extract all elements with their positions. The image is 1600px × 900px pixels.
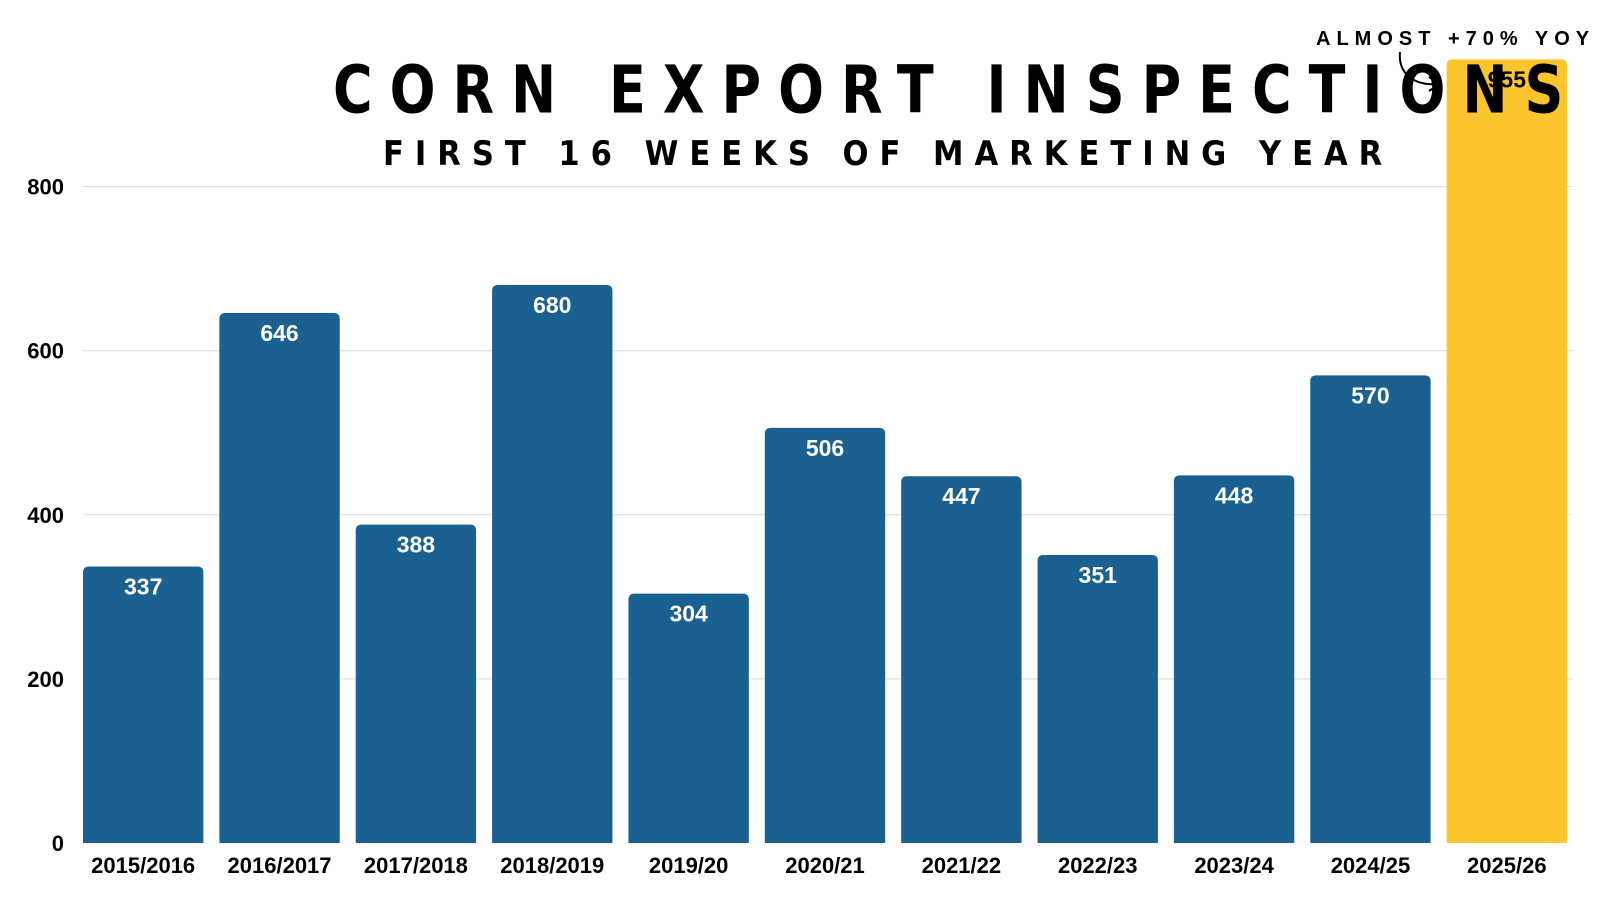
value-label: 448 — [1215, 482, 1254, 508]
chart-subtitle: FIRST 16 WEEKS OF MARKETING YEAR — [383, 134, 1394, 174]
x-tick-label: 2018/2019 — [500, 853, 604, 878]
bar-2017-2018 — [355, 524, 477, 843]
bar-2021-22 — [901, 476, 1022, 843]
annotation-arrow — [1398, 51, 1442, 92]
value-label: 506 — [806, 435, 844, 461]
yoy-annotation: ALMOST +70% YOY — [1316, 28, 1596, 50]
y-axis-ticks: 0 200 400 600 800 — [27, 175, 64, 856]
x-tick-label: 2019/20 — [649, 853, 729, 878]
y-tick-label: 0 — [52, 831, 64, 856]
x-tick-label: 2022/23 — [1058, 853, 1138, 878]
x-tick-label: 2020/21 — [785, 853, 865, 878]
x-tick-label: 2016/2017 — [228, 853, 332, 878]
x-axis-labels: 2015/2016 2016/2017 2017/2018 2018/2019 2019… — [91, 853, 1546, 878]
bar-2018-2019 — [492, 285, 613, 843]
x-tick-label: 2015/2016 — [91, 853, 195, 878]
bar-2023-24 — [1173, 475, 1295, 843]
x-tick-label: 2017/2018 — [364, 853, 468, 878]
y-tick-label: 800 — [27, 175, 64, 200]
x-tick-label: 2021/22 — [922, 853, 1002, 878]
value-label: 337 — [124, 573, 162, 599]
x-tick-label: 2023/24 — [1194, 853, 1274, 878]
value-label: 304 — [669, 601, 708, 627]
bar-2016-2017 — [219, 312, 340, 843]
value-label: 388 — [397, 532, 436, 558]
bars — [83, 59, 1567, 844]
value-label: 570 — [1351, 382, 1389, 408]
value-label: 447 — [942, 483, 980, 509]
value-label: 351 — [1079, 562, 1118, 588]
bar-2019-20 — [628, 593, 749, 843]
bar-2020-21 — [764, 427, 886, 843]
y-tick-label: 400 — [27, 503, 64, 528]
bar-2025-26 — [1446, 59, 1567, 844]
bar-2022-23 — [1037, 555, 1158, 843]
chart-title: CORN EXPORT INSPECTIONS — [333, 52, 1581, 129]
value-label: 680 — [533, 292, 571, 318]
value-labels: 337 646 388 680 304 506 447 351 448 570 955 — [124, 66, 1526, 626]
x-tick-label: 2025/26 — [1467, 853, 1547, 878]
x-tick-label: 2024/25 — [1331, 853, 1411, 878]
value-label: 955 — [1488, 66, 1527, 92]
bar-2015-2016 — [83, 566, 204, 843]
y-tick-label: 600 — [27, 339, 64, 364]
value-label: 646 — [260, 320, 298, 346]
y-tick-label: 200 — [27, 667, 64, 692]
bar-2024-25 — [1310, 375, 1431, 843]
